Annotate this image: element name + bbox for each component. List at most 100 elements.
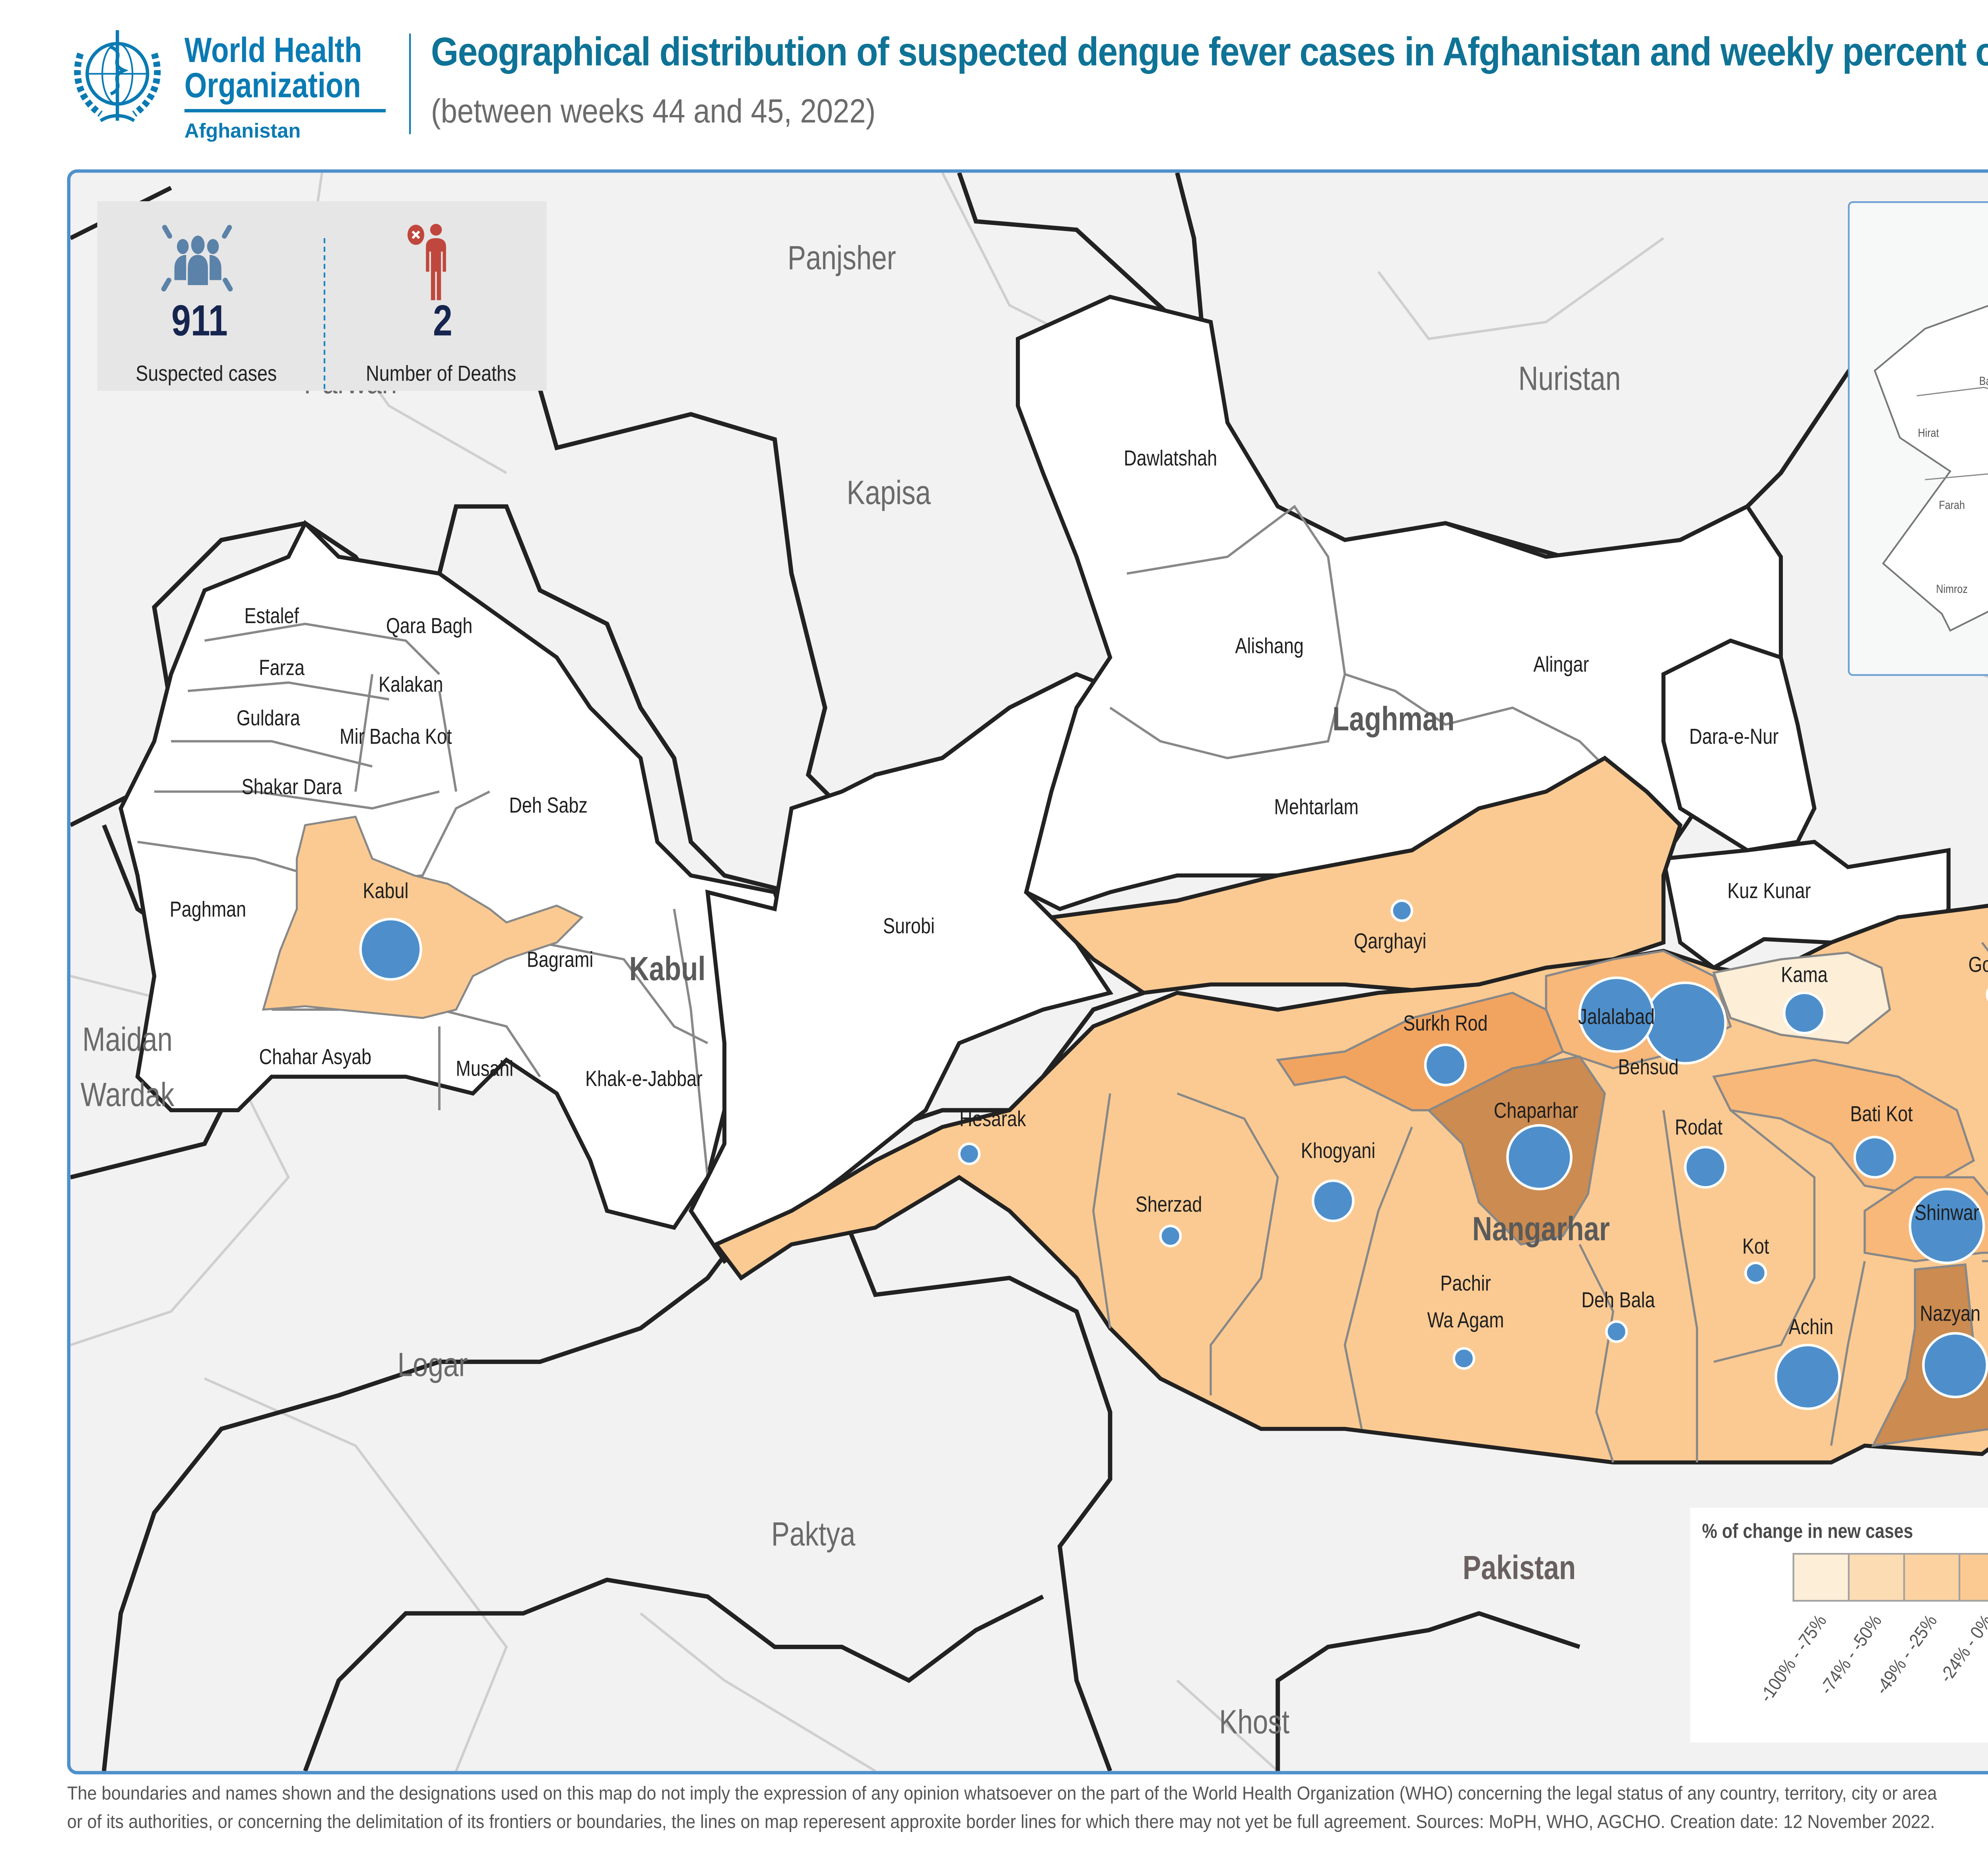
bubble-chaparhar <box>1506 1124 1573 1191</box>
label-chaparhar: Chaparhar <box>1493 1098 1578 1123</box>
bubble-deh-bala <box>1605 1320 1628 1343</box>
label-kama: Kama <box>1781 962 1828 987</box>
who-emblem-icon <box>74 30 161 122</box>
header-divider <box>409 33 411 134</box>
label-pakistan: Pakistan <box>1462 1550 1576 1587</box>
label-deh-sabz: Deh Sabz <box>509 792 588 818</box>
deaths-count: 2 <box>433 295 452 346</box>
label-nuristan: Nuristan <box>1518 361 1621 398</box>
label-qara-bagh: Qara Bagh <box>386 613 473 638</box>
label-farza: Farza <box>259 655 305 680</box>
page-subtitle: (between weeks 44 and 45, 2022) <box>431 94 876 131</box>
disclaimer-line1: The boundaries and names shown and the d… <box>67 1784 1937 1805</box>
label-chahar-asyab: Chahar Asyab <box>259 1044 372 1069</box>
laghman-surobi <box>688 295 1951 1264</box>
label-laghman-province: Laghman <box>1332 702 1455 739</box>
bubble-surkh-rod <box>1424 1043 1467 1086</box>
label-qarghayi: Qarghayi <box>1354 928 1427 954</box>
bubble-hesarak <box>958 1142 981 1166</box>
label-surobi: Surobi <box>883 913 935 938</box>
label-paktya: Paktya <box>771 1517 856 1554</box>
map-frame[interactable]: Panjsher Parwan Kapisa Nuristan Kunar Ma… <box>67 169 1988 1775</box>
bubble-nazyan <box>1922 1332 1988 1399</box>
who-logo <box>64 23 171 131</box>
label-khak-e-jabbar: Khak-e-Jabbar <box>585 1066 703 1091</box>
legend-color-ramp <box>1792 1553 1988 1602</box>
page-title: Geographical distribution of suspected d… <box>431 30 1988 76</box>
label-sherzad: Sherzad <box>1135 1191 1202 1217</box>
label-maidan: Maidan <box>82 1022 173 1059</box>
label-deh-bala: Deh Bala <box>1581 1287 1655 1313</box>
label-guldara: Guldara <box>236 705 300 730</box>
map-canvas <box>70 173 1988 1771</box>
logo-rule <box>184 109 386 113</box>
bubble-kabul <box>359 918 422 981</box>
bubble-qarghayi <box>1390 899 1413 922</box>
label-kapisa: Kapisa <box>846 475 931 513</box>
bubble-khogyani <box>1312 1179 1355 1222</box>
label-wardak: Wardak <box>80 1077 175 1115</box>
legend-panel: % of change in new cases # of cases per … <box>1690 1507 1988 1743</box>
stats-panel: 911 2 Suspected cases Number of Deaths <box>97 201 547 391</box>
label-estalef: Estalef <box>244 603 299 628</box>
bubble-achin <box>1774 1344 1841 1410</box>
label-paghman: Paghman <box>169 896 247 922</box>
legend-swatch <box>1903 1554 1959 1600</box>
label-wa-agam: Wa Agam <box>1427 1307 1504 1333</box>
label-surkh-rod: Surkh Rod <box>1403 1010 1488 1036</box>
label-nazyan: Nazyan <box>1920 1300 1981 1326</box>
bubble-bati-kot <box>1853 1136 1896 1179</box>
label-hesarak: Hesarak <box>959 1106 1026 1131</box>
label-khogyani: Khogyani <box>1301 1138 1376 1163</box>
legend-swatch <box>1959 1554 1988 1600</box>
label-jalalabad: Jalalabad <box>1578 1004 1655 1029</box>
label-mehtarlam: Mehtarlam <box>1274 794 1359 820</box>
person-x-icon <box>407 224 446 300</box>
legend-swatch <box>1792 1554 1848 1600</box>
label-mir-bacha-kot: Mir Bacha Kot <box>340 723 452 749</box>
label-rodat: Rodat <box>1675 1114 1723 1140</box>
org-name-line2: Organization <box>184 67 361 106</box>
label-shakar-dara: Shakar Dara <box>241 774 342 799</box>
inset-label: Nimroz <box>1936 584 1968 596</box>
inset-label: Farah <box>1939 500 1965 513</box>
label-khost: Khost <box>1219 1705 1290 1742</box>
label-alishang: Alishang <box>1235 633 1304 659</box>
org-name-line1: World Health <box>184 32 362 71</box>
label-bagrami: Bagrami <box>526 946 594 972</box>
org-name: World Health Organization <box>184 33 362 104</box>
people-group-icon <box>161 225 233 291</box>
label-achin: Achin <box>1788 1314 1834 1339</box>
legend-class-label: -100% - -75% <box>1756 1612 1831 1707</box>
bubble-kama <box>1783 991 1826 1035</box>
inset-map[interactable]: Jawzjan Balkh Kunduz Badakhshan Takhar F… <box>1848 201 1988 676</box>
bubble-sherzad <box>1159 1224 1182 1247</box>
inset-label: Badghis <box>1979 376 1988 389</box>
label-kabul-province: Kabul <box>629 952 706 989</box>
inset-afghanistan-outline <box>1873 305 1988 632</box>
bubble-pachir <box>1452 1347 1475 1370</box>
label-kalakan: Kalakan <box>379 672 443 697</box>
legend-class-label: -24% - 0% <box>1936 1612 1988 1687</box>
disclaimer: The boundaries and names shown and the d… <box>67 1781 1988 1838</box>
cases-count: 911 <box>171 295 228 346</box>
kabul-province <box>118 520 794 1230</box>
bubble-behsud <box>1644 981 1727 1065</box>
cases-label: Suspected cases <box>136 360 277 386</box>
label-goshta: Goshta <box>1968 952 1988 977</box>
label-kot: Kot <box>1742 1233 1769 1259</box>
bubble-rodat <box>1684 1146 1727 1189</box>
legend-change-title: % of change in new cases <box>1702 1519 1913 1543</box>
bubble-shinwar <box>1908 1188 1985 1264</box>
case-bubbles <box>359 899 1988 1410</box>
label-pachir: Pachir <box>1440 1270 1491 1296</box>
label-panjsher: Panjsher <box>787 241 896 278</box>
label-nangarhar-province: Nangarhar <box>1472 1212 1610 1249</box>
label-kuz-kunar: Kuz Kunar <box>1727 878 1811 903</box>
kabul-district-lines <box>137 622 709 1177</box>
org-country: Afghanistan <box>184 119 301 143</box>
bubble-goshta <box>1986 988 1988 1001</box>
inset-label: Hirat <box>1918 428 1939 441</box>
stats-divider <box>323 238 326 389</box>
